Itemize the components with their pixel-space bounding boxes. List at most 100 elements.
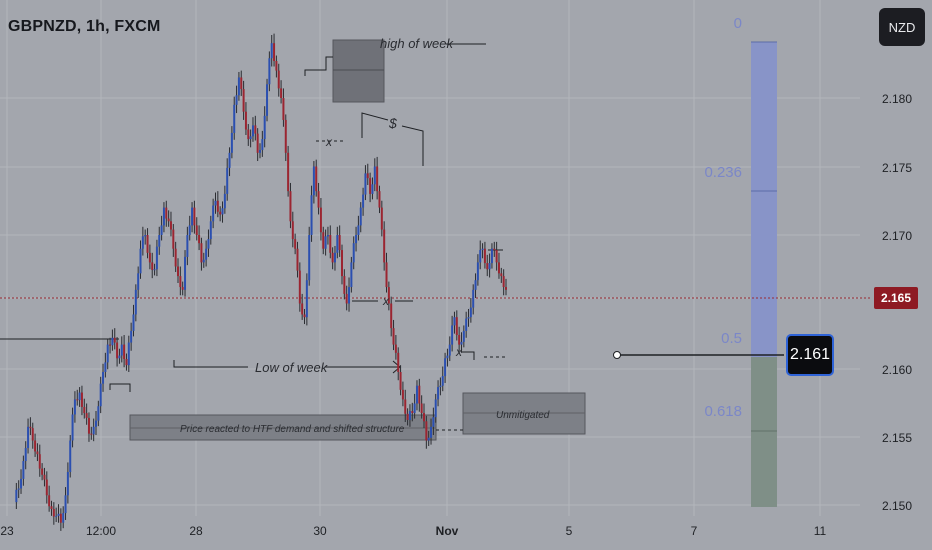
candle-body (266, 84, 269, 116)
candle-body (500, 273, 503, 277)
candles[interactable] (15, 33, 507, 531)
candle-body (214, 200, 217, 206)
candle-body (134, 289, 137, 315)
candle-body (111, 337, 114, 346)
candle-body (331, 252, 334, 263)
candle-body (319, 207, 322, 233)
candle-body (186, 235, 189, 257)
candle-body (404, 399, 407, 414)
candle-body (310, 195, 313, 235)
candle-body (127, 342, 130, 366)
candle-body (195, 225, 198, 235)
price-tick-label: 2.170 (882, 229, 912, 243)
candle-body (364, 173, 367, 195)
candle-body (118, 355, 121, 359)
price-axis[interactable]: 2.180 2.175 2.170 2.160 2.155 2.150 (882, 92, 912, 513)
candle-body (455, 317, 458, 336)
candle-body (95, 420, 97, 427)
measure-anchor[interactable] (613, 351, 621, 359)
price-tick-label: 2.175 (882, 161, 912, 175)
candle-body (188, 225, 191, 235)
candle-body (78, 392, 81, 401)
low-of-week-label: Low of week (255, 360, 329, 375)
time-tick-label: 11 (814, 524, 827, 538)
candle-body (392, 328, 395, 345)
candle-body (394, 344, 397, 353)
candle-body (273, 43, 276, 62)
candle-body (362, 194, 365, 208)
candle-body (259, 150, 261, 153)
fib-label-05: 0.5 (721, 330, 742, 347)
candle-body (174, 248, 177, 267)
fib-label-0: 0 (734, 15, 742, 32)
candle-body (141, 236, 144, 249)
candle-body (62, 513, 65, 523)
candle-body (102, 372, 105, 384)
candle-body (329, 235, 332, 253)
candle-body (57, 513, 60, 516)
fib-retracement[interactable]: 0 0.236 0.5 0.618 (704, 15, 777, 507)
candle-body (383, 229, 386, 263)
candle-body (275, 61, 278, 71)
candle-body (172, 229, 175, 249)
price-tick-label: 2.160 (882, 363, 912, 377)
candle-body (205, 248, 208, 260)
symbol-title[interactable]: GBPNZD, 1h, FXCM (8, 18, 161, 35)
candle-body (43, 474, 46, 480)
candle-body (193, 207, 196, 226)
measure-price-label[interactable]: 2.161 (786, 334, 834, 376)
candle-body (406, 413, 409, 420)
candle-body (17, 488, 20, 490)
candle-body (97, 406, 100, 421)
candle-body (439, 385, 442, 388)
time-tick-label: 30 (313, 524, 327, 538)
candle-body (31, 428, 34, 441)
candle-body (308, 235, 311, 281)
candle-body (481, 248, 484, 251)
candle-body (106, 344, 109, 363)
candle-body (226, 167, 229, 194)
price-tick-label: 2.155 (882, 431, 912, 445)
candle-body (444, 358, 447, 377)
candle-body (357, 225, 360, 235)
candle-body (490, 248, 493, 264)
candle-body (483, 248, 486, 264)
candle-body (378, 191, 381, 208)
candle-body (202, 259, 205, 263)
candle-body (333, 252, 336, 263)
candle-body (420, 403, 423, 414)
candle-body (59, 513, 62, 523)
candle-body (200, 243, 203, 263)
candle-body (249, 136, 252, 140)
candle-body (336, 235, 339, 253)
candle-body (385, 262, 388, 288)
candle-body (15, 489, 18, 503)
candle-body (350, 262, 353, 288)
candle-body (474, 280, 477, 290)
candle-body (69, 440, 72, 473)
x-mark-3: x (455, 345, 463, 359)
candle-body (251, 125, 254, 137)
time-tick-label: Nov (436, 524, 459, 538)
time-axis[interactable]: 23 12:00 28 30 Nov 5 7 11 (0, 524, 826, 538)
candle-body (502, 276, 505, 288)
candle-body (242, 89, 245, 112)
high-of-week-label: high of week (380, 36, 454, 51)
candle-body (104, 362, 107, 372)
candle-body (322, 232, 325, 249)
candle-body (223, 193, 226, 209)
time-tick-label: 7 (691, 524, 698, 538)
candle-body (495, 250, 498, 263)
candle-body (437, 387, 440, 400)
candle-body (244, 111, 247, 130)
high-of-week-zone[interactable] (332, 39, 385, 103)
candle-body (45, 479, 48, 496)
candle-body (411, 411, 414, 414)
currency-button[interactable]: NZD (879, 8, 925, 46)
candle-body (247, 129, 250, 140)
candle-body (448, 344, 451, 356)
candle-body (155, 246, 158, 270)
candle-body (73, 399, 76, 415)
price-tick-label: 2.180 (882, 92, 912, 106)
